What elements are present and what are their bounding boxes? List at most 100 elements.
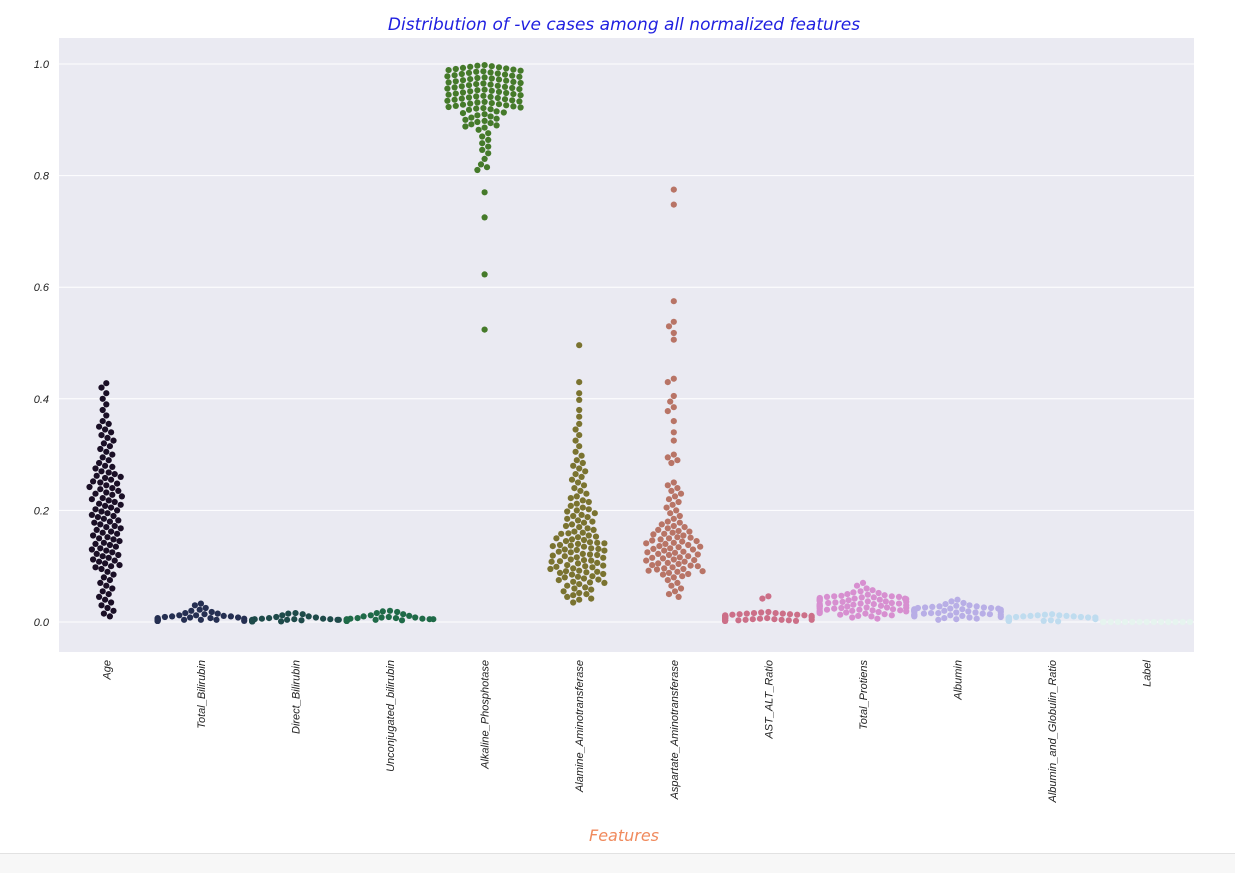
- data-point: [756, 615, 764, 622]
- data-point: [445, 103, 452, 111]
- data-point: [679, 538, 686, 545]
- data-point: [576, 432, 583, 439]
- data-point: [980, 604, 988, 611]
- data-point: [929, 603, 936, 611]
- data-point: [584, 514, 591, 521]
- data-point: [115, 517, 122, 524]
- data-point: [299, 611, 306, 618]
- data-point: [589, 573, 596, 580]
- data-point: [92, 564, 99, 571]
- data-point: [675, 560, 682, 568]
- data-point: [1041, 611, 1048, 618]
- data-point: [112, 543, 119, 550]
- data-point: [1040, 617, 1047, 625]
- data-point: [576, 396, 583, 403]
- data-point: [106, 518, 113, 525]
- data-point: [594, 559, 601, 567]
- data-point: [979, 610, 986, 617]
- data-point: [110, 512, 117, 520]
- data-point: [96, 500, 103, 507]
- data-point: [467, 100, 474, 107]
- data-point: [722, 617, 729, 625]
- data-point: [273, 613, 280, 621]
- data-point: [487, 106, 494, 113]
- data-point: [850, 601, 857, 608]
- data-point: [583, 569, 590, 576]
- data-point: [855, 612, 862, 620]
- data-point: [562, 538, 570, 545]
- data-point: [735, 617, 742, 624]
- data-point: [1070, 613, 1077, 620]
- data-point: [99, 553, 106, 560]
- data-point: [729, 611, 736, 618]
- data-point: [832, 599, 839, 606]
- data-point: [966, 602, 973, 609]
- data-point: [676, 512, 683, 520]
- data-point: [576, 420, 583, 427]
- data-point: [823, 606, 831, 613]
- data-point: [479, 140, 486, 147]
- data-point: [343, 617, 350, 625]
- data-point: [510, 78, 517, 85]
- data-point: [665, 569, 673, 577]
- data-point: [589, 518, 596, 525]
- data-point: [96, 535, 103, 542]
- data-point: [480, 80, 487, 87]
- data-point: [670, 375, 677, 382]
- data-point: [564, 582, 571, 589]
- data-point: [501, 71, 509, 78]
- data-point: [298, 617, 305, 624]
- page-footer-strip: [0, 853, 1235, 873]
- data-point: [792, 617, 800, 625]
- data-point: [98, 602, 105, 609]
- data-point: [479, 133, 486, 140]
- data-point: [588, 586, 595, 593]
- x-axis-title: Features: [589, 826, 659, 845]
- data-point: [1158, 618, 1165, 626]
- data-point: [510, 103, 517, 110]
- data-point: [580, 557, 588, 564]
- data-point: [108, 563, 115, 570]
- data-point: [88, 546, 95, 553]
- data-point: [96, 423, 103, 430]
- data-point: [953, 602, 960, 609]
- data-point: [669, 529, 676, 536]
- data-point: [485, 130, 492, 137]
- data-point: [655, 550, 662, 558]
- data-point: [516, 86, 523, 93]
- data-point: [794, 611, 801, 618]
- data-point: [517, 104, 524, 111]
- data-point: [582, 584, 589, 591]
- data-point: [517, 92, 524, 99]
- data-point: [444, 73, 451, 80]
- data-point: [669, 564, 676, 571]
- data-point: [676, 519, 683, 526]
- data-point: [91, 519, 98, 526]
- data-point: [86, 483, 93, 491]
- data-point: [664, 525, 671, 532]
- data-point: [103, 412, 110, 419]
- plot-area: [59, 38, 1194, 652]
- data-point: [106, 443, 113, 450]
- data-point: [493, 122, 500, 129]
- data-point: [1047, 617, 1054, 624]
- data-point: [98, 468, 105, 475]
- data-point: [664, 577, 671, 584]
- data-point: [93, 526, 100, 534]
- data-point: [664, 559, 671, 567]
- data-point: [494, 82, 501, 89]
- data-point: [481, 117, 488, 124]
- data-point: [843, 609, 850, 616]
- data-point: [586, 579, 594, 586]
- x-tick-label: Alamine_Aminotransferase: [574, 660, 586, 793]
- data-point: [585, 506, 592, 513]
- data-point: [485, 150, 492, 157]
- data-point: [103, 482, 110, 489]
- data-point: [664, 379, 671, 386]
- data-point: [573, 546, 580, 554]
- data-point: [831, 605, 838, 612]
- data-point: [97, 521, 104, 528]
- data-point: [335, 616, 342, 623]
- data-point: [564, 515, 571, 522]
- data-point: [580, 519, 588, 526]
